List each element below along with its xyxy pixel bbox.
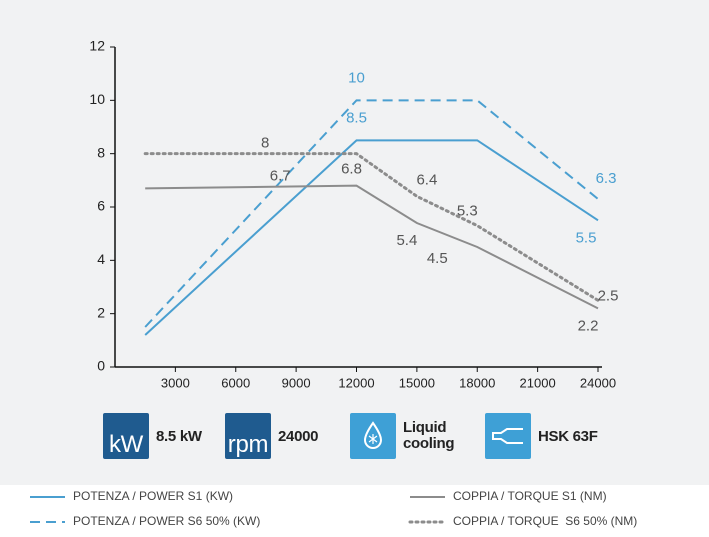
feature: Liquid cooling: [350, 413, 473, 459]
feature: kW 8.5 kW: [103, 413, 202, 459]
feature-label: 24000: [278, 427, 319, 445]
feature-label: HSK 63F: [538, 427, 598, 445]
data-label: 10: [348, 69, 365, 86]
data-label: 5.3: [457, 203, 478, 220]
feature-label: Liquid cooling: [403, 419, 455, 452]
snowflake-icon: [363, 421, 383, 449]
x-tick-label: 12000: [338, 375, 374, 390]
data-label: 6.7: [270, 167, 291, 184]
data-label: 6.3: [596, 170, 617, 187]
feature: HSK 63F: [485, 413, 598, 459]
legend-label: COPPIA / TORQUE S1 (NM): [453, 489, 607, 503]
data-label: 4.5: [427, 250, 448, 267]
y-tick-label: 4: [97, 251, 105, 267]
series-line: [145, 184, 599, 310]
y-tick-label: 12: [89, 38, 105, 54]
y-tick-label: 6: [97, 198, 105, 214]
y-tick-label: 0: [97, 358, 105, 374]
legend-label: COPPIA / TORQUE S6 50% (NM): [453, 514, 637, 528]
legend-label: POTENZA / POWER S1 (KW): [73, 489, 233, 503]
data-label: 8: [261, 135, 269, 152]
series-line: [143, 152, 600, 302]
data-label: 2.2: [578, 317, 599, 334]
y-tick-label: 10: [89, 91, 105, 107]
panel: [0, 0, 709, 485]
x-tick-label: 15000: [399, 375, 435, 390]
x-tick-label: 3000: [161, 375, 190, 390]
x-tick-label: 21000: [520, 375, 556, 390]
icon: [485, 413, 531, 459]
legend-label: POTENZA / POWER S6 50% (KW): [73, 514, 260, 528]
icon: kW: [103, 413, 149, 459]
tool-icon: [492, 428, 523, 444]
data-label: 6.4: [416, 171, 437, 188]
y-tick-label: 2: [97, 304, 105, 320]
series-line: [144, 139, 599, 336]
icon: [350, 413, 396, 459]
x-tick-label: 6000: [221, 375, 250, 390]
data-label: 6.8: [341, 161, 362, 178]
x-tick-label: 18000: [459, 375, 495, 390]
x-tick-label: 24000: [580, 375, 616, 390]
data-label: 5.5: [576, 229, 597, 246]
data-label: 2.5: [598, 287, 619, 304]
feature-label: 8.5 kW: [156, 427, 202, 445]
icon: rpm: [225, 413, 271, 459]
y-tick-label: 8: [97, 144, 105, 160]
data-label: 8.5: [346, 109, 367, 126]
feature: rpm 24000: [225, 413, 319, 459]
x-tick-label: 9000: [282, 375, 311, 390]
data-label: 5.4: [396, 232, 417, 249]
series-line: [144, 99, 599, 328]
